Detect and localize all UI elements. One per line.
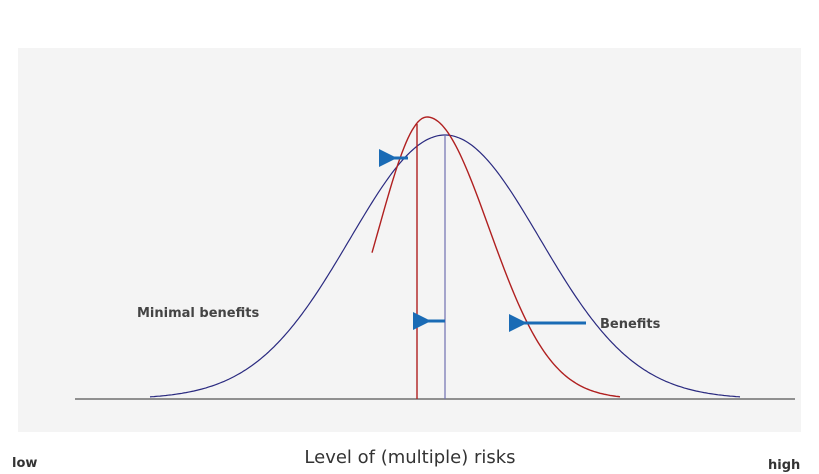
axis-title: Level of (multiple) risks xyxy=(304,447,515,468)
axis-high: high xyxy=(768,458,800,473)
panel xyxy=(18,48,801,432)
curve-label: Minimal benefits xyxy=(137,306,259,321)
axis-low: low xyxy=(12,456,37,471)
shifted-curve xyxy=(371,116,621,398)
curve-label: Benefits xyxy=(600,317,661,332)
